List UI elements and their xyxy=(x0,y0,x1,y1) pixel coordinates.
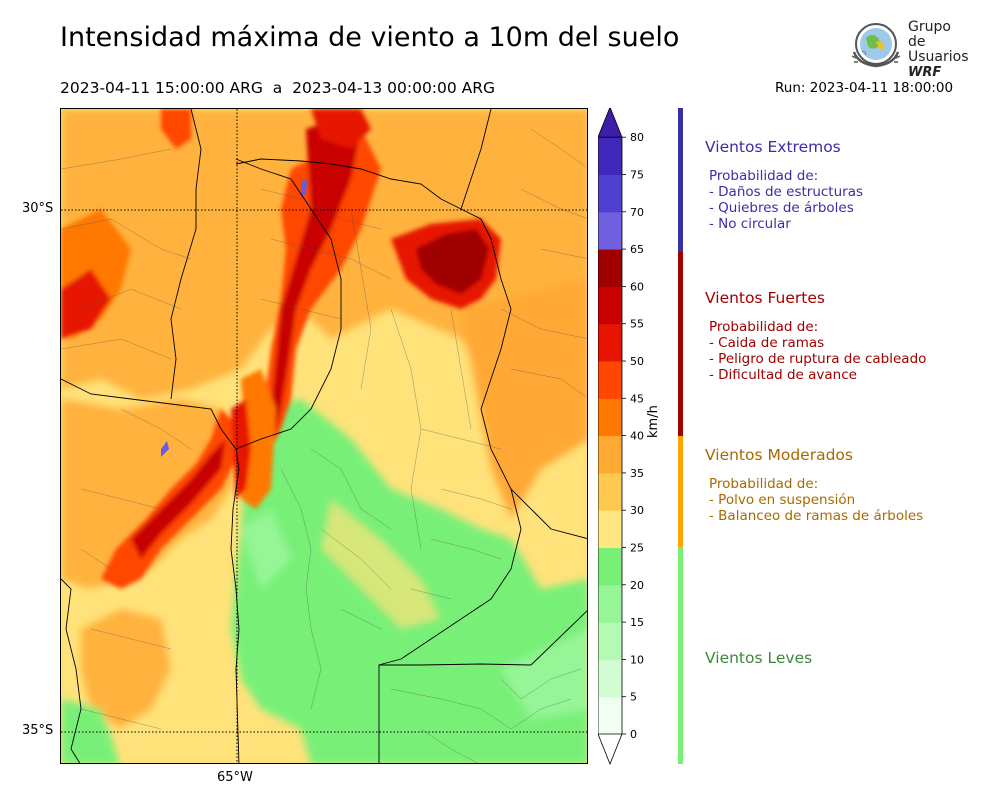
category-line: - Daños de estructuras xyxy=(709,184,864,200)
colorbar-tick-label: 55 xyxy=(630,318,644,331)
category-line: - Peligro de ruptura de cableado xyxy=(709,351,927,367)
category-bar xyxy=(678,108,683,252)
colorbar-tick-label: 30 xyxy=(630,504,644,517)
colorbar-tick-label: 65 xyxy=(630,243,644,256)
colorbar-segment xyxy=(598,323,622,362)
grupo-usuarios-wrf-logo: Grupo de Usuarios WRF xyxy=(848,18,969,80)
colorbar-scale: 0 5 10 15 20 25 30 35 40 45 50 55 60 65 70 75 80 xyxy=(597,106,644,766)
run-time: Run: 2023-04-11 18:00:00 xyxy=(775,80,954,96)
colorbar-segment xyxy=(598,174,622,213)
category-title: Vientos Leves xyxy=(705,649,813,667)
category-description: Probabilidad de: - Polvo en suspensión - B… xyxy=(705,476,995,524)
colorbar-tick-label: 70 xyxy=(630,206,644,219)
category-title: Vientos Extremos xyxy=(705,138,841,156)
colorbar-extend-max xyxy=(597,106,623,138)
category-block: Vientos Leves xyxy=(705,649,995,667)
category-title: Vientos Moderados xyxy=(705,446,853,464)
category-bar xyxy=(678,252,683,436)
category-line: - Quiebres de árboles xyxy=(709,200,854,216)
category-line: Probabilidad de: xyxy=(709,476,819,492)
wind-field-map xyxy=(61,109,587,763)
colorbar-segment xyxy=(598,510,622,548)
category-line: - Polvo en suspensión xyxy=(709,492,856,508)
lon-label-65w: 65°W xyxy=(217,770,253,785)
colorbar-segment xyxy=(598,398,622,437)
category-line: Probabilidad de: xyxy=(709,319,819,335)
category-line: - Balanceo de ramas de árboles xyxy=(709,508,924,524)
logo-line-1: Grupo de xyxy=(908,19,951,50)
category-block: Vientos Moderados Probabilidad de: - Polvo… xyxy=(705,446,995,524)
colorbar-tick-label: 75 xyxy=(630,169,644,182)
logo-line-2: Usuarios xyxy=(908,49,969,65)
colorbar-segment xyxy=(598,472,622,511)
category-line: Probabilidad de: xyxy=(709,168,819,184)
colorbar-tick-label: 5 xyxy=(630,691,637,704)
lat-label-30s: 30°S xyxy=(22,201,54,216)
category-bar xyxy=(678,436,683,547)
colorbar-segment xyxy=(598,137,622,175)
map-title: Intensidad máxima de viento a 10m del su… xyxy=(60,22,680,53)
colorbar-segment xyxy=(598,249,622,287)
colorbar-segment xyxy=(598,696,622,735)
colorbar-tick-label: 0 xyxy=(630,728,637,741)
colorbar-segment xyxy=(598,286,622,325)
category-block: Vientos Fuertes Probabilidad de: - Caida d… xyxy=(705,289,995,383)
colorbar-tick-label: 45 xyxy=(630,392,644,405)
colorbar-segment xyxy=(598,361,622,399)
colorbar-tick-label: 20 xyxy=(630,579,644,592)
colorbar-tick-label: 35 xyxy=(630,467,644,480)
colorbar-tick-label: 60 xyxy=(630,280,644,293)
colorbar-tick-label: 25 xyxy=(630,542,644,555)
category-title: Vientos Fuertes xyxy=(705,289,825,307)
category-line: - No circular xyxy=(709,216,791,232)
logo-brand: WRF xyxy=(908,65,942,80)
colorbar-tick-label: 10 xyxy=(630,653,644,666)
colorbar-unit: km/h xyxy=(646,405,661,438)
category-line: - Dificultad de avance xyxy=(709,367,857,383)
colorbar-segment xyxy=(598,435,622,474)
colorbar: 0 5 10 15 20 25 30 35 40 45 50 55 60 65 70 75 80 xyxy=(597,106,658,768)
category-description: Probabilidad de: - Daños de estructuras - … xyxy=(705,168,995,232)
lat-label-35s: 35°S xyxy=(22,723,54,738)
colorbar-segment xyxy=(598,622,622,660)
colorbar-tick-label: 40 xyxy=(630,430,644,443)
category-description: Probabilidad de: - Caida de ramas - Peligr… xyxy=(705,319,995,383)
globe-icon xyxy=(851,23,901,68)
category-line: - Caida de ramas xyxy=(709,335,825,351)
colorbar-tick-label: 50 xyxy=(630,355,644,368)
category-block: Vientos Extremos Probabilidad de: - Daños … xyxy=(705,138,995,232)
colorbar-tick-label: 15 xyxy=(630,616,644,629)
colorbar-extend-min xyxy=(597,733,623,766)
colorbar-segment xyxy=(598,584,622,623)
wind-map xyxy=(60,108,588,764)
colorbar-segment xyxy=(598,547,622,586)
colorbar-segment xyxy=(598,659,622,698)
forecast-period: 2023-04-11 15:00:00 ARG a 2023-04-13 00:… xyxy=(60,79,496,97)
colorbar-tick-label: 80 xyxy=(630,131,644,144)
colorbar-segment xyxy=(598,211,622,250)
category-bar xyxy=(678,547,683,764)
